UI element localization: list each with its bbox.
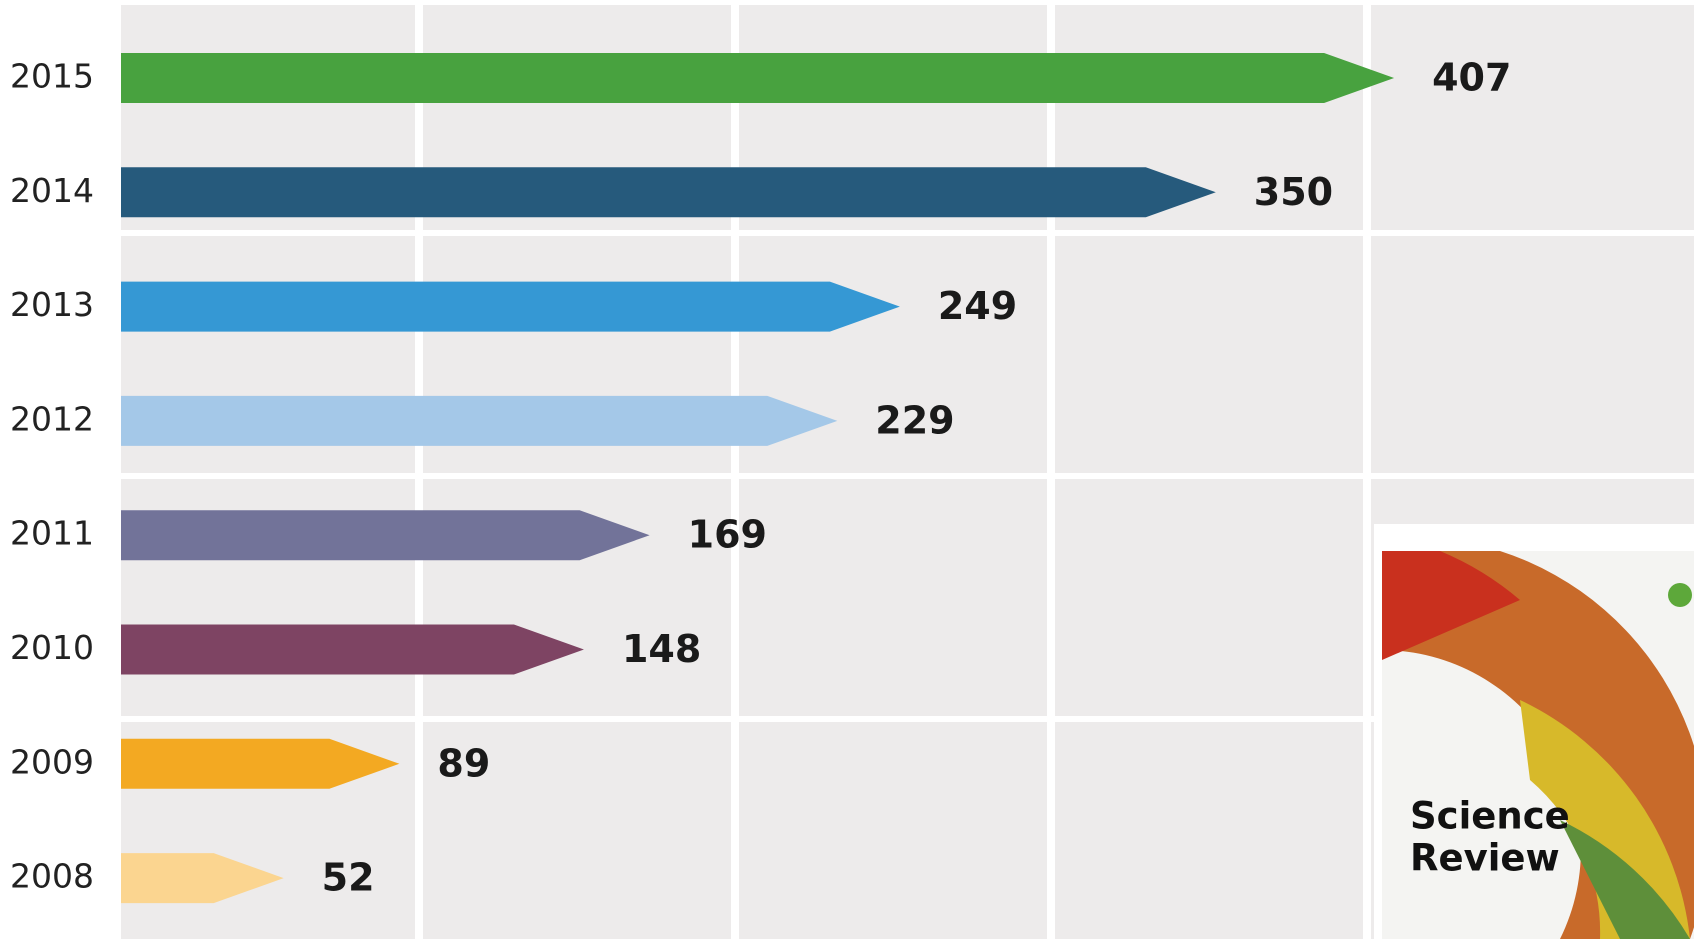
cover-leaf (1668, 583, 1692, 607)
y-tick-label: 2015 (10, 57, 94, 96)
background-tiles (121, 5, 1694, 939)
tile-gap (1047, 5, 1055, 939)
bar (121, 853, 284, 904)
y-tick-label: 2011 (10, 514, 94, 553)
tile-gap (415, 5, 423, 939)
value-label: 148 (622, 627, 701, 671)
tile-gap (121, 716, 1694, 722)
cover-art (1560, 820, 1690, 939)
tile-gap (121, 473, 1694, 479)
tile-gap (121, 230, 1694, 236)
y-tick-label: 2008 (10, 857, 94, 896)
value-label: 169 (688, 513, 767, 557)
bar (121, 738, 400, 789)
cover-art (1382, 551, 1520, 660)
value-label: 229 (875, 398, 954, 442)
value-label: 89 (437, 741, 490, 785)
cover-title: Science (1410, 795, 1570, 838)
value-label: 52 (322, 856, 375, 900)
bar (121, 510, 650, 561)
bar (121, 624, 584, 675)
bar (121, 167, 1216, 218)
y-tick-label: 2010 (10, 628, 94, 667)
y-tick-label: 2014 (10, 171, 94, 210)
bars: 2015 407 2014 350 2013 249 2012 229 2011 169 2010 1… (10, 53, 1511, 904)
cover-art (1520, 700, 1690, 939)
y-tick-label: 2013 (10, 285, 94, 324)
bar (121, 281, 900, 332)
value-label: 350 (1254, 170, 1333, 214)
value-label: 249 (938, 284, 1017, 328)
y-tick-label: 2009 (10, 742, 94, 781)
bar (121, 53, 1395, 103)
y-tick-label: 2012 (10, 399, 94, 438)
cover-inset: Science Review (1374, 524, 1694, 939)
tile-gap (1363, 5, 1371, 939)
cover-title: Review (1410, 837, 1560, 880)
tile-gap (731, 5, 739, 939)
bar (121, 395, 838, 446)
value-label: 407 (1432, 56, 1511, 100)
